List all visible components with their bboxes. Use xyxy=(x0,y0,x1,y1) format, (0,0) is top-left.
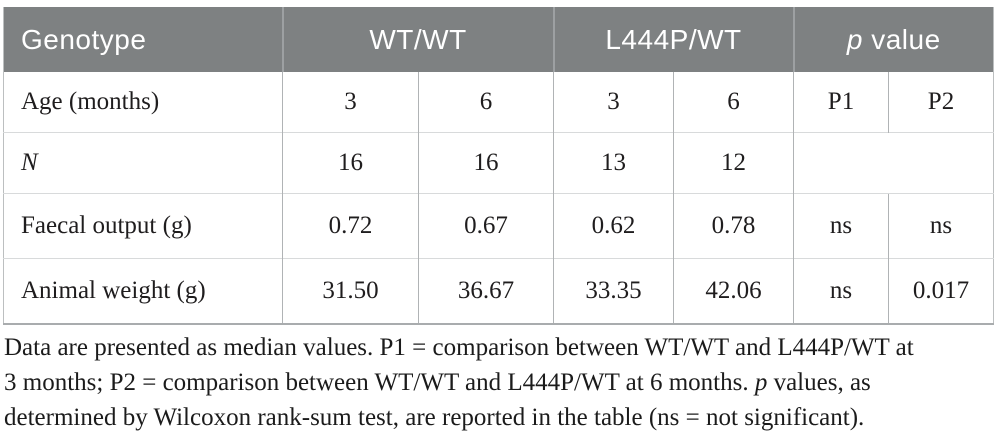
footnote-line2-text-b: values, as xyxy=(767,369,871,396)
cell-age-p2: P2 xyxy=(887,72,994,133)
footnote-line-1: Data are presented as median values. P1 … xyxy=(4,334,914,361)
cell-n-l3: 13 xyxy=(553,132,674,194)
cell-n-wt6: 16 xyxy=(418,132,554,194)
table-row-faecal: Faecal output (g) 0.72 0.67 0.62 0.78 ns… xyxy=(3,193,994,259)
footnote-line-2: 3 months; P2 = comparison between WT/WT … xyxy=(4,365,914,400)
table-footnote: Data are presented as median values. P1 … xyxy=(4,330,914,435)
footnote-italic-p: p xyxy=(754,369,768,396)
cell-faecal-wt3: 0.72 xyxy=(282,193,419,259)
table-row-age: Age (months) 3 6 3 6 P1 P2 xyxy=(3,72,994,133)
header-pvalue-rest: value xyxy=(862,23,941,55)
cell-age-l3: 3 xyxy=(553,72,674,133)
cell-weight-p2: 0.017 xyxy=(887,258,994,324)
footnote-line-3: determined by Wilcoxon rank-sum test, ar… xyxy=(4,404,865,431)
footnote-line2-text-a: 3 months; P2 = comparison between WT/WT … xyxy=(4,369,755,396)
table-header-row: Genotype WT/WT L444P/WT p value xyxy=(3,7,994,72)
cell-weight-l6: 42.06 xyxy=(673,258,794,324)
table-row-n: N 16 16 13 12 xyxy=(3,132,994,194)
header-wtwt: WT/WT xyxy=(281,7,554,72)
cell-faecal-p1: ns xyxy=(793,193,889,259)
row-label-weight: Animal weight (g) xyxy=(3,258,283,324)
table-row-weight: Animal weight (g) 31.50 36.67 33.35 42.0… xyxy=(3,258,994,324)
cell-age-wt6: 6 xyxy=(418,72,554,133)
row-label-faecal: Faecal output (g) xyxy=(3,193,283,259)
cell-age-p1: P1 xyxy=(793,72,889,133)
cell-faecal-l6: 0.78 xyxy=(673,193,794,259)
row-label-n: N xyxy=(3,132,283,194)
cell-age-wt3: 3 xyxy=(282,72,419,133)
cell-weight-l3: 33.35 xyxy=(553,258,674,324)
cell-weight-p1: ns xyxy=(793,258,889,324)
cell-age-l6: 6 xyxy=(673,72,794,133)
cell-weight-wt3: 31.50 xyxy=(282,258,419,324)
cell-faecal-l3: 0.62 xyxy=(553,193,674,259)
cell-faecal-p2: ns xyxy=(887,193,994,259)
header-genotype: Genotype xyxy=(3,7,283,72)
header-pvalue: p value xyxy=(792,7,994,72)
header-l444pwt: L444P/WT xyxy=(552,7,794,72)
cell-n-p-empty xyxy=(792,132,994,194)
cell-faecal-wt6: 0.67 xyxy=(418,193,554,259)
header-pvalue-italic-p: p xyxy=(846,23,863,55)
cell-weight-wt6: 36.67 xyxy=(418,258,554,324)
row-label-age: Age (months) xyxy=(3,72,283,133)
cell-n-wt3: 16 xyxy=(282,132,419,194)
cell-n-l6: 12 xyxy=(673,132,794,194)
genotype-data-table: Genotype WT/WT L444P/WT p value Age (mon… xyxy=(3,7,995,325)
